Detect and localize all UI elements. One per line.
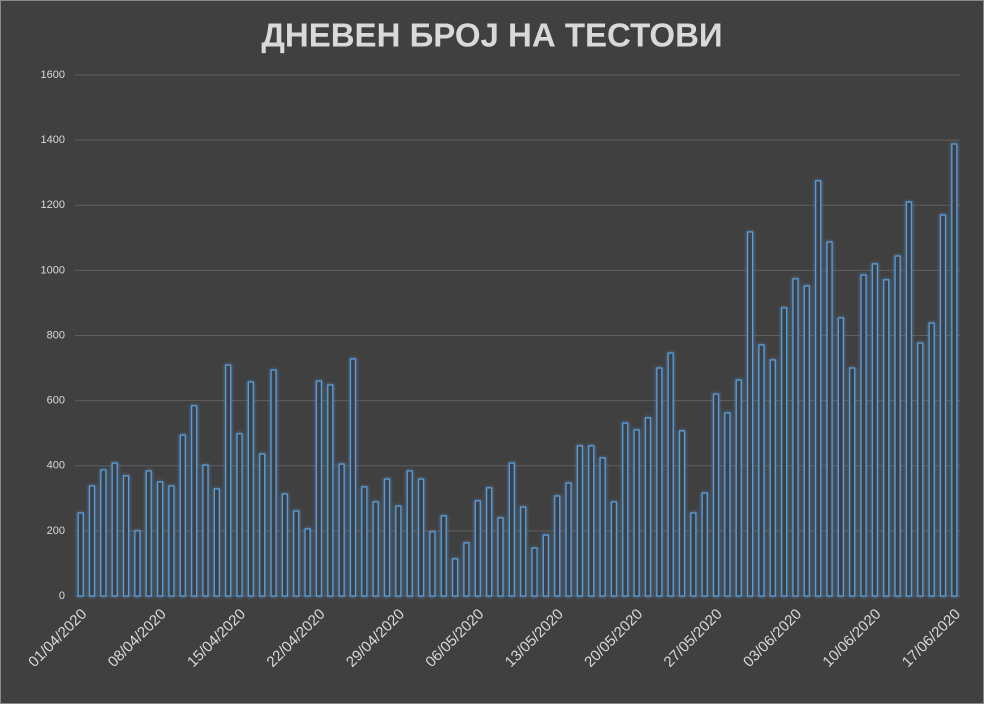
bar	[111, 462, 118, 597]
bar	[939, 214, 947, 597]
y-tick-label: 1400	[41, 134, 65, 146]
bar	[463, 542, 470, 597]
bar	[259, 453, 266, 597]
bar	[951, 143, 958, 597]
bar	[860, 274, 867, 597]
bar	[485, 487, 493, 597]
bar	[315, 380, 323, 597]
bar	[281, 493, 289, 597]
y-tick-label: 400	[47, 460, 65, 472]
bar	[826, 241, 833, 597]
bar	[213, 488, 220, 597]
bar	[156, 481, 164, 597]
bar	[372, 501, 379, 597]
bar	[724, 412, 731, 597]
bar	[554, 495, 561, 597]
bar	[406, 470, 413, 597]
bar	[599, 457, 606, 597]
bar	[327, 384, 334, 597]
bar	[849, 367, 856, 597]
bar	[803, 285, 810, 597]
bar	[837, 317, 845, 597]
bar	[894, 255, 901, 597]
bar	[905, 201, 913, 597]
bar	[497, 517, 504, 597]
bar	[134, 530, 141, 597]
bar	[690, 512, 697, 597]
bar	[656, 367, 663, 597]
bar	[395, 505, 402, 597]
bar	[622, 422, 629, 597]
bar	[610, 501, 618, 597]
bar	[815, 180, 822, 597]
bar	[349, 358, 357, 597]
bar	[417, 478, 425, 597]
bar	[88, 485, 96, 597]
bar	[383, 478, 391, 597]
bar	[247, 381, 255, 597]
bar	[701, 492, 708, 597]
bar	[122, 475, 130, 597]
bar	[440, 515, 447, 597]
y-tick-label: 200	[47, 525, 65, 537]
bar	[746, 231, 754, 597]
y-tick-label: 1200	[41, 199, 65, 211]
bar	[588, 445, 595, 597]
bar	[100, 469, 107, 597]
y-tick-label: 1000	[41, 264, 65, 276]
bar	[576, 445, 584, 597]
bar	[179, 434, 186, 597]
bar	[236, 433, 243, 597]
y-tick-label: 0	[59, 590, 65, 602]
bar	[542, 534, 550, 597]
bar	[792, 278, 799, 597]
bar	[338, 463, 345, 597]
bar	[565, 482, 572, 597]
bar	[883, 279, 890, 597]
bar	[758, 344, 765, 597]
bar	[293, 510, 300, 597]
bar	[361, 486, 368, 597]
bar	[429, 531, 436, 597]
bar	[769, 359, 776, 597]
bar	[508, 462, 515, 597]
bar	[644, 417, 652, 597]
bar	[270, 369, 277, 597]
bar	[145, 470, 152, 597]
chart-title: ДНЕВЕН БРОЈ НА ТЕСТОВИ	[261, 17, 722, 54]
bar	[667, 352, 674, 597]
bar	[871, 263, 879, 597]
bar	[678, 430, 686, 597]
bar	[451, 558, 459, 597]
bar	[531, 547, 538, 597]
bar	[917, 342, 924, 597]
bar	[928, 322, 935, 597]
y-tick-label: 1600	[41, 69, 65, 81]
bar	[77, 512, 84, 597]
bar	[712, 393, 720, 597]
y-tick-label: 600	[47, 395, 65, 407]
bar	[780, 307, 788, 597]
bar	[520, 506, 527, 597]
y-tick-label: 800	[47, 329, 65, 341]
bar	[474, 500, 481, 597]
bar	[735, 379, 742, 597]
bar	[190, 405, 198, 597]
bar	[633, 429, 640, 597]
bar	[202, 464, 209, 597]
bar	[168, 485, 175, 597]
bar	[225, 364, 232, 597]
bar	[304, 528, 311, 597]
